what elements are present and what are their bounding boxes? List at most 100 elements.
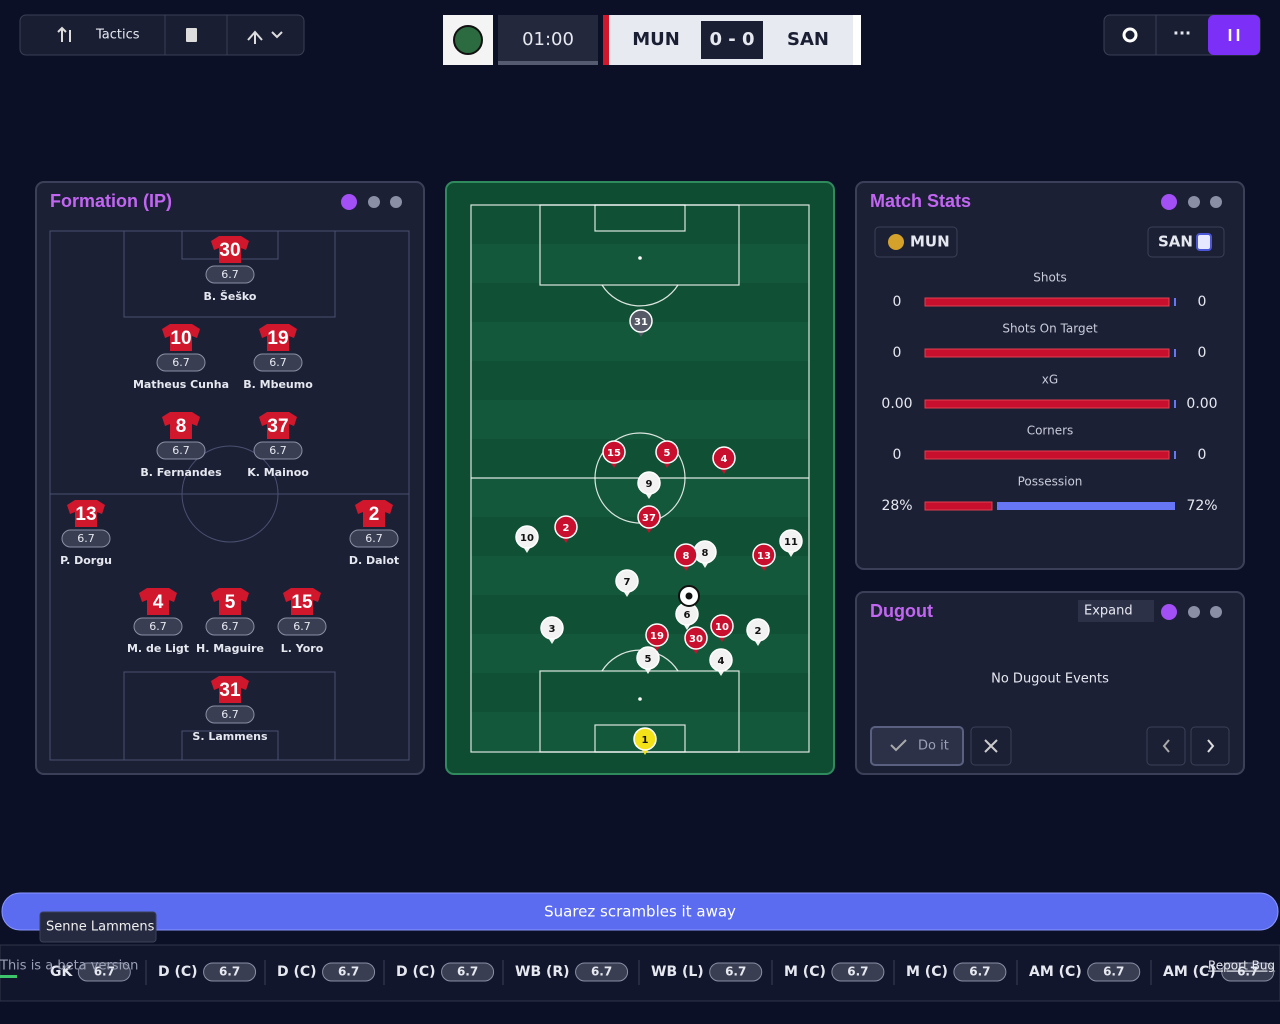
shirt: [259, 412, 297, 439]
rating-pill: [156, 353, 206, 372]
clock-progress: [498, 61, 598, 65]
tooltip-text: Senne Lammens: [46, 920, 155, 935]
pause-button[interactable]: [1208, 15, 1260, 55]
commentary-bar: [1, 892, 1279, 931]
six-yard-box: [181, 730, 279, 761]
position: WB (L): [651, 964, 704, 980]
shirt-number: 31: [219, 680, 241, 701]
more-button[interactable]: ···: [1173, 24, 1191, 43]
home-player-number: 10: [715, 622, 729, 633]
home-team: MUN: [910, 233, 950, 251]
player-name: B. Fernandes: [140, 466, 222, 479]
shirt: [211, 236, 249, 263]
position: D (C): [158, 964, 198, 980]
away-player: [637, 471, 661, 495]
rating-pill: [1087, 962, 1141, 982]
shirt: [67, 500, 105, 527]
next-button[interactable]: [1190, 726, 1230, 766]
penalty-spot: [638, 697, 642, 701]
rating: 6.7: [219, 965, 240, 979]
stat-away: 0: [1198, 447, 1207, 463]
rating-pill: [205, 617, 255, 636]
next-icon: [1207, 739, 1215, 753]
away-player: [746, 618, 770, 642]
home-player: [602, 440, 626, 464]
notes-button[interactable]: [186, 28, 197, 42]
rating-pill: [575, 962, 629, 982]
position: AM (C): [1029, 964, 1082, 980]
shirt-number: 10: [170, 328, 191, 349]
rating: 6.7: [77, 532, 95, 545]
away-player-number: 6: [684, 610, 691, 621]
stat-bar-away: [1174, 298, 1176, 306]
commentary: Suarez scrambles it away: [544, 903, 736, 921]
tactics-icon: [57, 26, 71, 42]
lineup-strip: GK 6.7 D (C) 6.7 D (C) 6.7 D (C) 6.7 WB (R) 6.7 WB…: [50, 960, 1275, 985]
rating: 6.7: [172, 356, 190, 369]
score: 0 - 0: [709, 29, 754, 50]
panel-dot: [368, 196, 380, 208]
stat-label: Possession: [1018, 475, 1083, 489]
stat-home: 0: [893, 294, 902, 310]
away-player: [709, 648, 733, 672]
home-player: [710, 614, 734, 638]
rating: 6.7: [269, 356, 287, 369]
six-yard-box: [594, 204, 686, 232]
home-player-number: 2: [563, 523, 570, 534]
player-name: B. Mbeumo: [243, 378, 313, 391]
position: AM (C): [1163, 964, 1216, 980]
player-name: L. Yoro: [281, 642, 324, 655]
shirt: [162, 412, 200, 439]
rating: 6.7: [221, 268, 239, 281]
position: M (C): [784, 964, 826, 980]
home-player-number: 8: [683, 551, 690, 562]
home-keeper-number: 31: [634, 317, 648, 328]
position: WB (R): [515, 964, 570, 980]
position: D (C): [396, 964, 436, 980]
prev-icon: [1162, 739, 1170, 753]
away-player-number: 3: [549, 624, 556, 635]
stat-bar-away: [1174, 349, 1176, 357]
tactics-button[interactable]: Tactics: [57, 26, 140, 43]
rating: 6.7: [221, 620, 239, 633]
empty-message: No Dugout Events: [991, 672, 1109, 687]
player-name: K. Mainoo: [247, 466, 309, 479]
penalty-arc: [601, 284, 679, 307]
formation-pitch: [49, 230, 410, 761]
rating-pill: [156, 441, 206, 460]
away-player-number: 10: [520, 533, 534, 544]
formation-panel: [35, 181, 425, 775]
check-icon: [890, 739, 907, 752]
settings-button[interactable]: [1122, 27, 1138, 43]
rating: 6.7: [293, 620, 311, 633]
expand-button[interactable]: [1078, 600, 1154, 622]
rating-pill: [205, 265, 255, 284]
rating-pill: [709, 962, 763, 982]
away-player: [515, 525, 539, 549]
stats-panel: [855, 181, 1245, 570]
stat-label: Corners: [1027, 424, 1074, 438]
home-player: [637, 505, 661, 529]
panel-dot: [1161, 194, 1177, 210]
prev-button[interactable]: [1146, 726, 1186, 766]
pause-icon: [1228, 29, 1240, 41]
rating: 6.7: [1237, 965, 1258, 979]
stat-bar-away: [1174, 400, 1176, 408]
do-it-button[interactable]: [870, 726, 964, 766]
stat-home: 0: [893, 447, 902, 463]
report-bug[interactable]: Report Bug: [1208, 959, 1275, 973]
rating: 6.7: [365, 532, 383, 545]
position: M (C): [906, 964, 948, 980]
beta-notice: This is a beta version: [0, 959, 138, 974]
panel-dot: [1188, 196, 1200, 208]
stat-label: Shots On Target: [1002, 322, 1098, 336]
player-name: D. Dalot: [349, 554, 399, 567]
home-player-number: 13: [757, 551, 771, 562]
home-crest: [888, 234, 904, 250]
stat-away: 0.00: [1186, 396, 1217, 412]
away-player-number: 11: [784, 537, 798, 548]
away-team: SAN: [1158, 233, 1193, 251]
subs-button[interactable]: [247, 30, 283, 44]
shirt-number: 8: [176, 416, 187, 437]
